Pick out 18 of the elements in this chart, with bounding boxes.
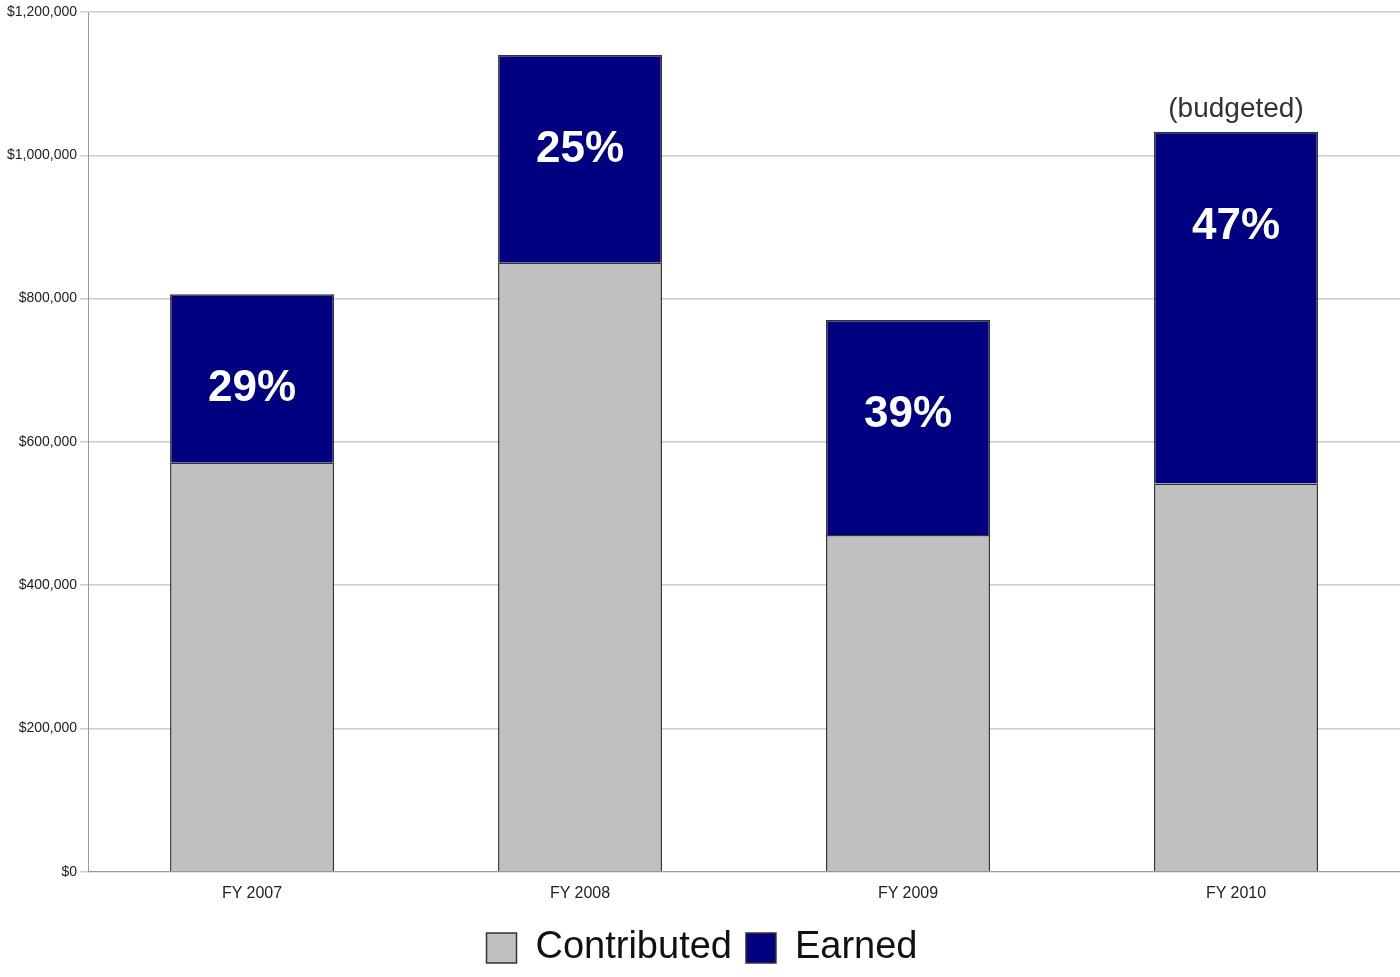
y-tick-label: $400,000 [18,576,78,593]
x-tick-label: FY 2008 [549,883,611,901]
y-tick-label: $600,000 [18,432,78,449]
annotation: (budgeted) [1168,92,1304,124]
y-tick-label: $0 [61,862,78,879]
x-tick-label: FY 2009 [877,883,939,901]
annotation: 39% [863,387,953,437]
y-tick-label: $1,200,000 [6,2,78,19]
legend-label: Earned [794,924,918,967]
y-tick-label: $800,000 [18,289,78,306]
annotation: 29% [208,361,297,411]
x-tick-label: FY 2007 [221,883,283,901]
x-tick-label: FY 2010 [1205,883,1267,901]
annotation: 25% [536,122,625,172]
legend-label: Contributed [535,924,732,967]
y-tick-label: $1,000,000 [6,146,78,163]
annotation: 47% [1191,198,1281,248]
y-tick-label: $200,000 [18,719,78,736]
